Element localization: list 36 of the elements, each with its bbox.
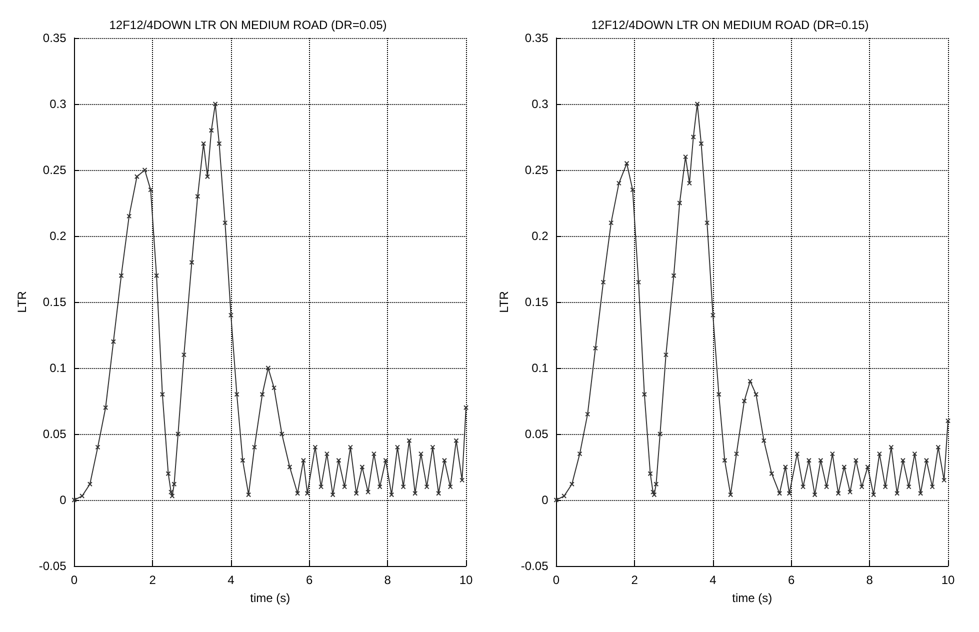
y-tick-label: -0.05 [38, 559, 67, 573]
y-tick-label: -0.05 [520, 559, 549, 573]
x-tick-label: 2 [631, 573, 638, 587]
x-tick-label: 4 [228, 573, 235, 587]
x-axis-title: time (s) [732, 591, 772, 605]
y-tick-label: 0.3 [50, 97, 67, 111]
x-tick-label: 0 [70, 573, 78, 587]
chart-title: 12F12/4DOWN LTR ON MEDIUM ROAD (DR=0.15) [591, 18, 869, 32]
x-axis-title: time (s) [250, 591, 290, 605]
y-tick-label: 0.05 [42, 427, 67, 441]
y-tick-label: 0.35 [524, 31, 549, 45]
y-tick-label: 0.25 [524, 163, 549, 177]
x-tick-label: 0 [552, 573, 560, 587]
y-tick-label: 0.1 [532, 361, 549, 375]
y-tick-label: 0.1 [50, 361, 67, 375]
x-tick-label: 4 [710, 573, 717, 587]
y-tick-label: 0 [60, 493, 67, 507]
y-tick-label: 0.2 [50, 229, 67, 243]
y-tick-label: 0.25 [42, 163, 67, 177]
x-tick-label: 10 [459, 573, 473, 587]
y-tick-label: 0.3 [532, 97, 549, 111]
x-tick-label: 6 [788, 573, 795, 587]
x-tick-label: 6 [306, 573, 313, 587]
y-tick-label: 0.15 [42, 295, 67, 309]
y-tick-label: 0 [542, 493, 549, 507]
y-axis-title: LTR [15, 290, 29, 313]
chart-title: 12F12/4DOWN LTR ON MEDIUM ROAD (DR=0.05) [109, 18, 387, 32]
y-tick-label: 0.05 [524, 427, 549, 441]
x-tick-label: 8 [866, 573, 874, 587]
y-tick-label: 0.2 [532, 229, 549, 243]
x-tick-label: 10 [941, 573, 955, 587]
y-axis-title: LTR [497, 290, 511, 313]
x-tick-label: 2 [149, 573, 156, 587]
x-tick-label: 8 [384, 573, 392, 587]
y-tick-label: 0.35 [42, 31, 67, 45]
y-tick-label: 0.15 [524, 295, 549, 309]
